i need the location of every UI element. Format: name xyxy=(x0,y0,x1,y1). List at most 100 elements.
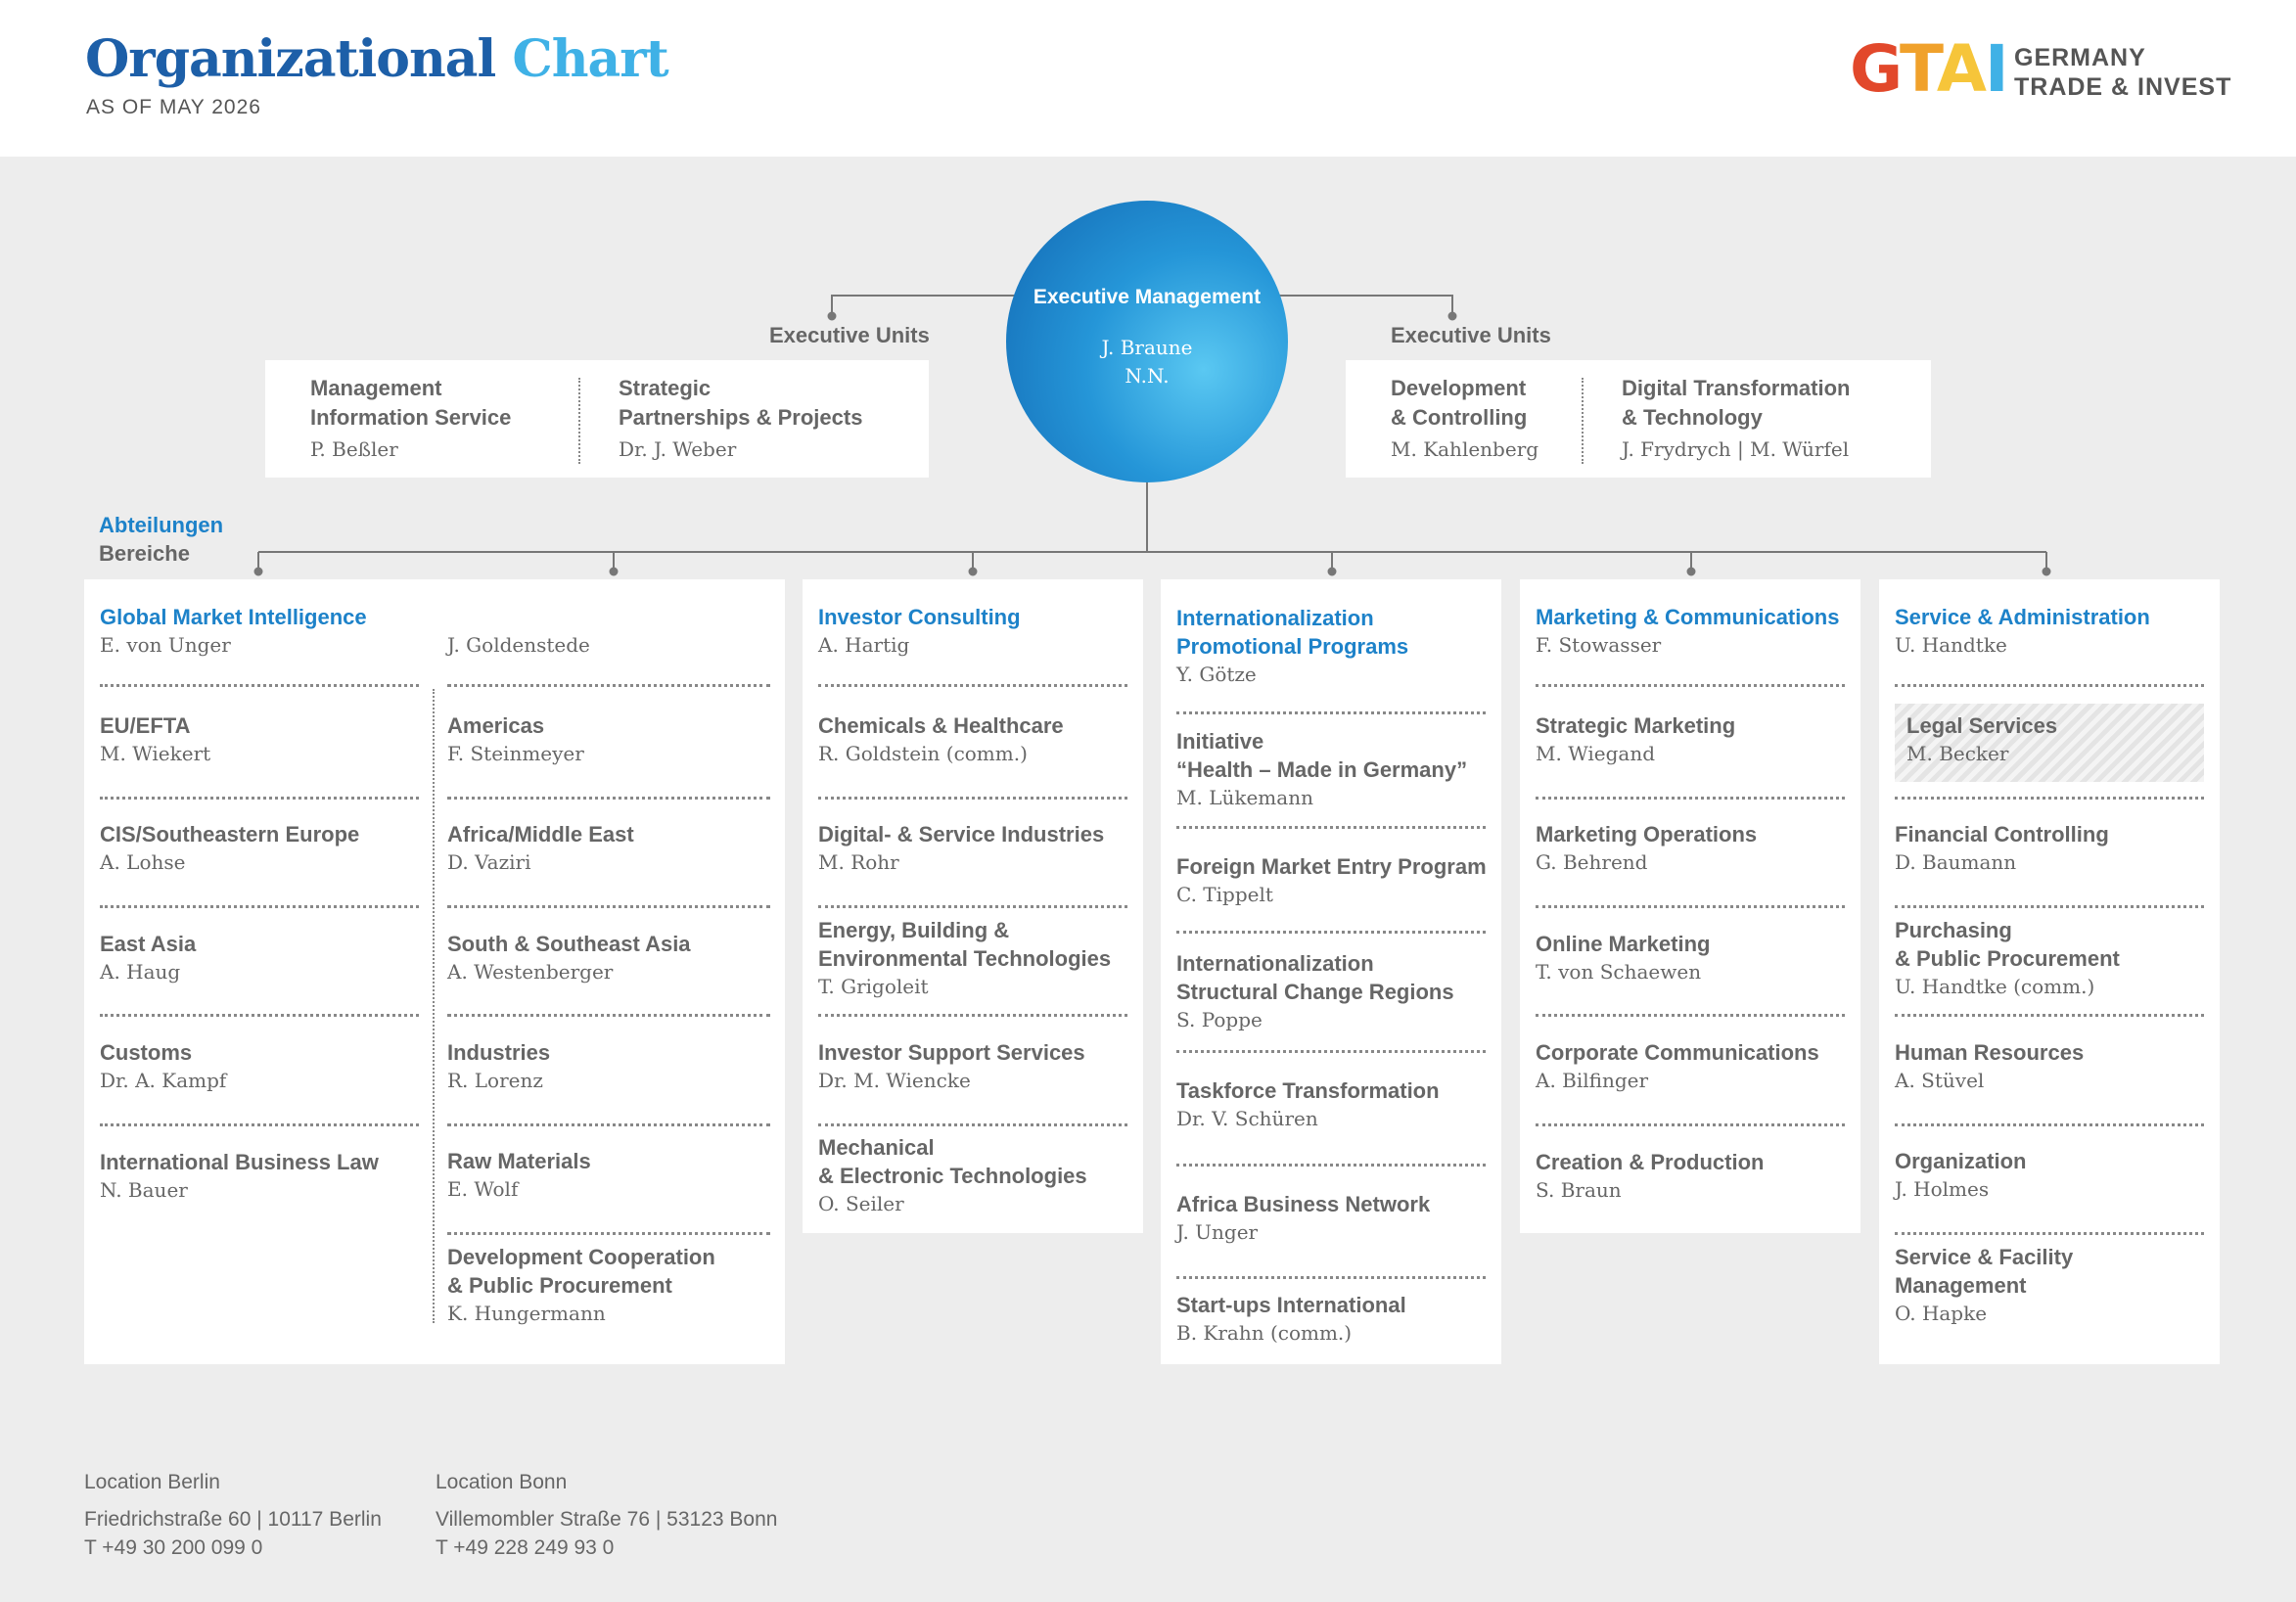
unit-creation-production: Creation & Production S. Braun xyxy=(1536,1150,1765,1202)
unit-africa-business-network: Africa Business Network J. Unger xyxy=(1176,1192,1431,1244)
logo-text: GERMANY TRADE & INVEST xyxy=(2014,44,2232,101)
executive-units-box-left: Management Information Service P. Beßler… xyxy=(265,360,929,478)
unit-raw-materials: Raw Materials E. Wolf xyxy=(447,1149,591,1201)
unit-development-cooperation: Development Cooperation & Public Procure… xyxy=(447,1245,715,1325)
unit-legal-services: Legal Services M. Becker xyxy=(1906,713,2058,765)
separator xyxy=(1895,1014,2204,1017)
separator xyxy=(1895,905,2204,908)
department-head: Marketing & Communications F. Stowasser xyxy=(1536,605,1840,657)
executive-units-label-left: Executive Units xyxy=(769,323,930,347)
unit-africa-middle-east: Africa/Middle East D. Vaziri xyxy=(447,822,634,874)
unit-cis-southeastern-europe: CIS/Southeastern Europe A. Lohse xyxy=(100,822,360,874)
separator xyxy=(447,684,770,687)
footer-location-berlin: Location Berlin Friedrichstraße 60 | 101… xyxy=(84,1471,382,1559)
divider xyxy=(578,378,580,464)
separator xyxy=(1176,931,1486,934)
departments-label: Abteilungen Bereiche xyxy=(99,513,224,566)
unit-taskforce-transformation: Taskforce Transformation Dr. V. Schüren xyxy=(1176,1078,1440,1130)
separator xyxy=(1895,1232,2204,1235)
unit-investor-support-services: Investor Support Services Dr. M. Wiencke xyxy=(818,1040,1085,1092)
separator xyxy=(1536,1123,1845,1126)
logo-letter-i: I xyxy=(1985,31,2009,107)
unit-human-resources: Human Resources A. Stüvel xyxy=(1895,1040,2085,1092)
unit-marketing-operations: Marketing Operations G. Behrend xyxy=(1536,822,1758,874)
unit-organization: Organization J. Holmes xyxy=(1895,1149,2027,1201)
gtai-logo: GTAI xyxy=(1850,35,2009,104)
department-marketing-communications: Marketing & Communications F. Stowasser … xyxy=(1520,579,1860,1233)
executive-units-box-right: Development & Controlling M. Kahlenberg … xyxy=(1346,360,1931,478)
department-head: Investor Consulting A. Hartig xyxy=(818,605,1021,657)
separator xyxy=(818,797,1127,800)
department-investor-consulting: Investor Consulting A. Hartig Chemicals … xyxy=(803,579,1143,1233)
separator xyxy=(1536,1014,1845,1017)
exec-unit-strategic-partnerships: Strategic Partnerships & Projects Dr. J.… xyxy=(619,376,863,461)
unit-financial-controlling: Financial Controlling D. Baumann xyxy=(1895,822,2109,874)
separator xyxy=(447,1232,770,1235)
separator xyxy=(1176,826,1486,829)
divider xyxy=(1582,378,1584,464)
separator xyxy=(447,1014,770,1017)
unit-industries: Industries R. Lorenz xyxy=(447,1040,551,1092)
separator xyxy=(447,797,770,800)
unit-americas: Americas F. Steinmeyer xyxy=(447,713,584,765)
header xyxy=(0,0,2296,157)
department-head: Global Market Intelligence E. von Unger xyxy=(100,605,367,657)
unit-online-marketing: Online Marketing T. von Schaewen xyxy=(1536,932,1711,984)
logo-letter-t: T xyxy=(1900,31,1939,107)
unit-international-business-law: International Business Law N. Bauer xyxy=(100,1150,379,1202)
separator xyxy=(818,905,1127,908)
separator xyxy=(100,1014,419,1017)
unit-strategic-marketing: Strategic Marketing M. Wiegand xyxy=(1536,713,1736,765)
separator xyxy=(1176,1276,1486,1279)
legal-services-hatched-background xyxy=(1895,704,2204,782)
unit-corporate-communications: Corporate Communications A. Bilfinger xyxy=(1536,1040,1819,1092)
separator xyxy=(1895,684,2204,687)
unit-eu-efta: EU/EFTA M. Wiekert xyxy=(100,713,211,765)
unit-east-asia: East Asia A. Haug xyxy=(100,932,197,984)
department-head: Internationalization Promotional Program… xyxy=(1176,606,1409,686)
separator xyxy=(100,905,419,908)
department-head-deputy: J. Goldenstede xyxy=(447,633,590,657)
unit-structural-change-regions: Internationalization Structural Change R… xyxy=(1176,951,1454,1031)
unit-service-facility-management: Service & Facility Management O. Hapke xyxy=(1895,1245,2074,1325)
unit-start-ups-international: Start-ups International B. Krahn (comm.) xyxy=(1176,1293,1406,1345)
department-global-market-intelligence: Global Market Intelligence E. von Unger … xyxy=(84,579,785,1364)
separator xyxy=(1176,1164,1486,1167)
executive-management-title: Executive Management xyxy=(1033,286,1262,308)
footer-location-bonn: Location Bonn Villemombler Straße 76 | 5… xyxy=(436,1471,778,1559)
separator xyxy=(100,797,419,800)
separator xyxy=(1176,1050,1486,1053)
exec-unit-digital-transformation: Digital Transformation & Technology J. F… xyxy=(1622,376,1851,461)
unit-digital-service-industries: Digital- & Service Industries M. Rohr xyxy=(818,822,1105,874)
separator xyxy=(1536,684,1845,687)
exec-unit-development-controlling: Development & Controlling M. Kahlenberg xyxy=(1391,376,1539,461)
unit-energy-building: Energy, Building & Environmental Technol… xyxy=(818,918,1112,998)
unit-customs: Customs Dr. A. Kampf xyxy=(100,1040,227,1092)
column-divider xyxy=(433,689,435,1323)
unit-south-southeast-asia: South & Southeast Asia A. Westenberger xyxy=(447,932,691,984)
department-head: Service & Administration U. Handtke xyxy=(1895,605,2150,657)
unit-health-made-in-germany: Initiative “Health – Made in Germany” M.… xyxy=(1176,729,1468,809)
logo-letter-g: G xyxy=(1850,31,1902,107)
executive-person: J. Braune xyxy=(1101,336,1193,359)
unit-purchasing-public-procurement: Purchasing & Public Procurement U. Handt… xyxy=(1895,918,2120,998)
as-of-date: AS OF MAY 2026 xyxy=(86,96,261,118)
page-title: Organizational Chart xyxy=(85,29,669,89)
executive-management-circle: Executive Management J. Braune N.N. xyxy=(1006,201,1288,482)
unit-foreign-market-entry: Foreign Market Entry Program C. Tippelt xyxy=(1176,854,1487,906)
logo-letter-a: A xyxy=(1936,31,1987,107)
separator xyxy=(1895,1123,2204,1126)
unit-mechanical-electronic: Mechanical & Electronic Technologies O. … xyxy=(818,1135,1087,1215)
separator xyxy=(1895,797,2204,800)
department-service-administration: Service & Administration U. Handtke Lega… xyxy=(1879,579,2220,1364)
separator xyxy=(100,1123,419,1126)
separator xyxy=(447,1123,770,1126)
separator xyxy=(818,1123,1127,1126)
unit-chemicals-healthcare: Chemicals & Healthcare R. Goldstein (com… xyxy=(818,713,1064,765)
separator xyxy=(1536,797,1845,800)
executive-person: N.N. xyxy=(1125,364,1170,388)
separator xyxy=(1176,711,1486,714)
exec-unit-management-information: Management Information Service P. Beßler xyxy=(310,376,512,461)
separator xyxy=(100,684,419,687)
separator xyxy=(818,1014,1127,1017)
